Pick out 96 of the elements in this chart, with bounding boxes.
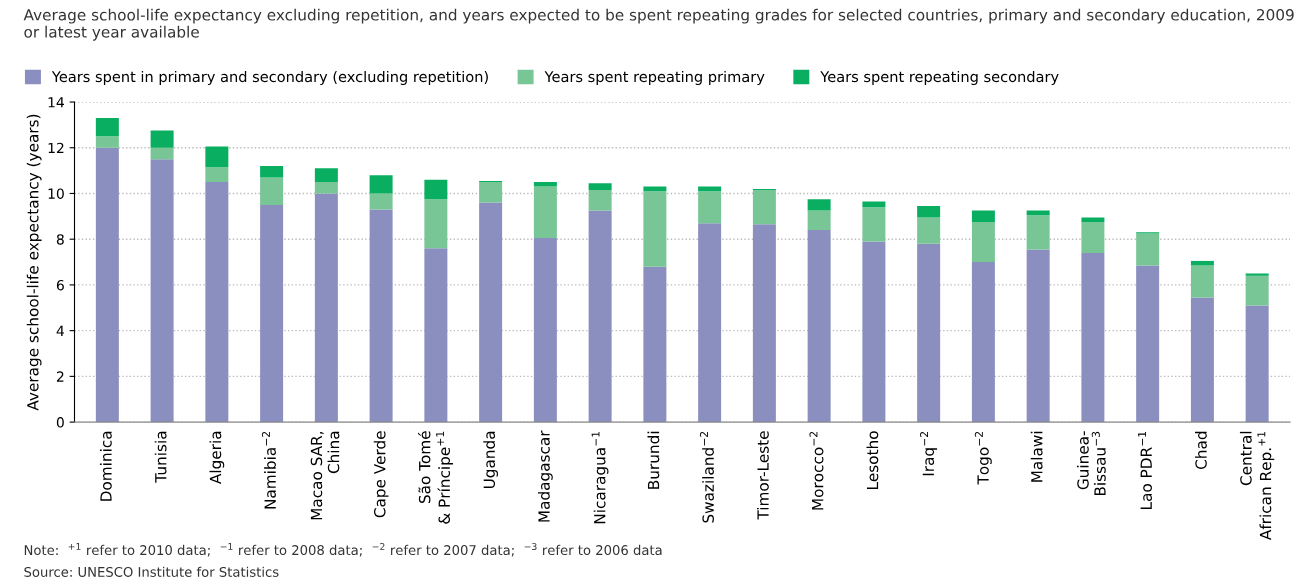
y-tick-label: 8 — [56, 234, 64, 245]
bar — [807, 199, 831, 211]
bar — [1026, 215, 1050, 250]
bar — [369, 209, 393, 423]
bar — [205, 146, 229, 168]
y-tick-label: 6 — [56, 279, 64, 291]
bar — [643, 266, 667, 423]
bar — [533, 182, 557, 187]
legend-label: Years spent repeating secondary — [820, 70, 1059, 85]
x-tick-label: Madagascar — [537, 430, 553, 522]
x-tick-label: Uganda — [483, 431, 499, 489]
legend-label: Years spent repeating primary — [544, 70, 765, 85]
bar — [205, 167, 229, 183]
y-tick-label: 10 — [48, 188, 64, 199]
bar — [369, 175, 393, 194]
bar — [1136, 233, 1160, 266]
y-tick-label: 4 — [56, 325, 64, 336]
bar — [533, 186, 557, 239]
bar — [917, 206, 941, 218]
bar — [1245, 273, 1269, 276]
x-tick-label: São Tomé & Príncipe$^{+1}$ — [418, 431, 453, 524]
bar — [1245, 275, 1269, 306]
bar — [424, 179, 448, 200]
bar — [862, 241, 886, 423]
text: Note: $^{+1}$ refer to 2010 data; $^{−1}$ refer to 2008 data; $^{−2}$ refer to 2007 data; $^{−3}$ refer to 2006 data — [24, 542, 662, 557]
x-tick-label: Morocco$^{−2}$ — [809, 431, 824, 510]
bar — [807, 210, 831, 231]
bar — [1026, 249, 1050, 423]
bar — [424, 248, 448, 423]
bar — [533, 238, 557, 423]
x-tick-label: Namibia$^{−2}$ — [261, 431, 276, 509]
bar — [95, 136, 119, 148]
bar — [971, 210, 995, 223]
bar — [150, 159, 174, 423]
x-tick-label: Guinea- Bissau$^{−3}$ — [1076, 431, 1106, 496]
legend-label: Years spent in primary and secondary (excluding repetition) — [51, 70, 488, 85]
bar — [698, 223, 722, 423]
x-tick-label: Macao SAR, China — [310, 431, 340, 520]
bar — [917, 217, 941, 244]
bar — [314, 193, 338, 423]
source-note: Source: UNESCO Institute for Statistics — [24, 566, 279, 577]
bar — [1190, 265, 1214, 298]
bar — [314, 168, 338, 183]
bar — [807, 230, 831, 423]
bar — [643, 191, 667, 267]
bar — [260, 204, 284, 423]
bar — [698, 191, 722, 224]
bar — [752, 224, 776, 423]
y-tick-label: 2 — [56, 371, 64, 382]
bar — [479, 182, 503, 203]
x-tick-label: Iraq$^{−2}$ — [920, 432, 938, 476]
bar — [588, 183, 612, 191]
x-tick-label: Malawi — [1030, 431, 1043, 482]
x-tick-label: Lesotho — [866, 431, 879, 489]
bar — [588, 190, 612, 211]
bar — [205, 182, 229, 423]
bar — [260, 166, 284, 178]
bar — [260, 177, 284, 205]
bar — [369, 193, 393, 210]
bar — [95, 118, 119, 137]
x-tick-label: Lao PDR$^{−1}$ — [1138, 431, 1152, 509]
x-tick-label: Chad — [1195, 431, 1207, 469]
bar — [752, 190, 776, 225]
y-axis-title: Average school-life expectancy (years) — [26, 114, 42, 411]
bar — [479, 202, 503, 423]
bar — [588, 210, 612, 423]
x-tick-label: Dominica — [99, 431, 112, 501]
x-tick-label: Swaziland$^{−2}$ — [699, 431, 714, 523]
bar — [1136, 265, 1160, 423]
bar — [1081, 217, 1105, 223]
bar — [150, 130, 174, 148]
bar — [917, 243, 941, 423]
x-tick-label: Nicaragua$^{−1}$ — [591, 431, 609, 524]
y-tick-label: 12 — [48, 142, 64, 154]
chart-title: Average school-life expectancy excluding repetition, and years expected to be spent repeating grades for selected countries, primary and secondary education, 2009 or latest year available — [23, 8, 1294, 41]
bar — [1081, 252, 1105, 423]
x-tick-label: Cape Verde — [373, 431, 389, 518]
bar — [862, 201, 886, 208]
x-tick-label: Burundi — [647, 431, 660, 489]
x-tick-label: Tunisia — [154, 431, 167, 483]
bar — [862, 207, 886, 242]
x-tick-label: Central African Rep.$^{+1}$ — [1239, 431, 1275, 540]
bar — [95, 147, 119, 423]
x-tick-label: Timor-Leste — [756, 431, 769, 520]
bar — [971, 222, 995, 263]
y-tick-label: 0 — [56, 417, 64, 428]
bar — [424, 199, 448, 249]
bar — [1190, 297, 1214, 423]
bar — [314, 182, 338, 194]
bar — [150, 147, 174, 160]
bar — [971, 262, 995, 423]
bar — [1245, 305, 1269, 423]
x-tick-label: Togo$^{−2}$ — [974, 431, 992, 485]
bar — [1081, 222, 1105, 253]
x-tick-label: Algeria — [209, 431, 225, 484]
y-tick-label: 14 — [48, 97, 64, 108]
